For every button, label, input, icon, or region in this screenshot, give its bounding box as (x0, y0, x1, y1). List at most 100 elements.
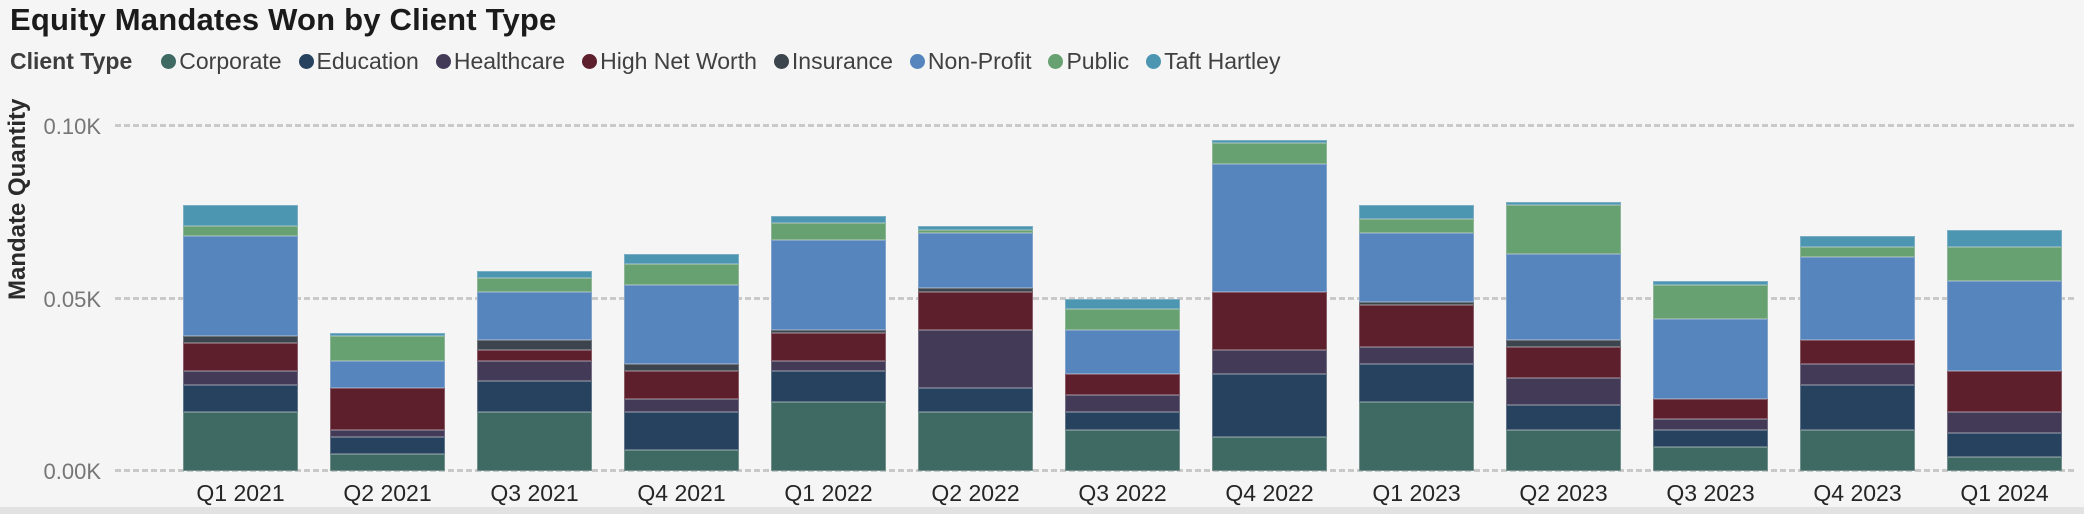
bar-segment-healthcare[interactable] (1065, 395, 1180, 413)
bar-segment-high-net-worth[interactable] (477, 350, 592, 361)
bar-segment-taft-hartley[interactable] (1212, 139, 1327, 144)
bar-segment-public[interactable] (1212, 143, 1327, 164)
bar-segment-healthcare[interactable] (1212, 350, 1327, 375)
bar-segment-non-profit[interactable] (1506, 253, 1621, 340)
bar-segment-taft-hartley[interactable] (918, 226, 1033, 230)
bar-segment-non-profit[interactable] (1800, 257, 1915, 340)
bar-segment-education[interactable] (477, 381, 592, 413)
bar-segment-taft-hartley[interactable] (624, 253, 739, 265)
bar-segment-education[interactable] (330, 436, 445, 454)
bar-segment-non-profit[interactable] (918, 233, 1033, 289)
bar-segment-high-net-worth[interactable] (1359, 305, 1474, 347)
bar-q1-2023[interactable] (1359, 205, 1474, 471)
bar-segment-taft-hartley[interactable] (771, 215, 886, 223)
bar-segment-education[interactable] (1506, 405, 1621, 430)
bar-q4-2023[interactable] (1800, 236, 1915, 471)
legend-item-insurance[interactable]: Insurance (773, 48, 893, 75)
bar-segment-insurance[interactable] (624, 364, 739, 371)
bar-segment-corporate[interactable] (624, 450, 739, 471)
bar-segment-non-profit[interactable] (330, 360, 445, 389)
bar-segment-insurance[interactable] (183, 336, 298, 344)
bar-segment-public[interactable] (330, 336, 445, 361)
bar-segment-taft-hartley[interactable] (1653, 281, 1768, 285)
bar-segment-corporate[interactable] (1506, 429, 1621, 471)
bar-q3-2022[interactable] (1065, 298, 1180, 471)
bar-segment-public[interactable] (1065, 308, 1180, 330)
bar-segment-non-profit[interactable] (183, 236, 298, 337)
bar-segment-healthcare[interactable] (330, 429, 445, 437)
bar-segment-insurance[interactable] (771, 329, 886, 334)
bar-q1-2024[interactable] (1947, 229, 2062, 471)
bar-segment-high-net-worth[interactable] (1800, 339, 1915, 365)
bar-segment-education[interactable] (771, 370, 886, 402)
bar-segment-public[interactable] (1947, 246, 2062, 282)
bar-segment-public[interactable] (477, 277, 592, 292)
bar-segment-high-net-worth[interactable] (771, 333, 886, 361)
bar-segment-insurance[interactable] (1506, 339, 1621, 347)
bar-segment-healthcare[interactable] (1359, 346, 1474, 365)
bar-segment-taft-hartley[interactable] (183, 205, 298, 227)
legend-item-non-profit[interactable]: Non-Profit (909, 48, 1031, 75)
bar-segment-corporate[interactable] (771, 402, 886, 471)
bar-segment-healthcare[interactable] (183, 370, 298, 385)
bar-segment-corporate[interactable] (1065, 429, 1180, 471)
bar-segment-taft-hartley[interactable] (1065, 298, 1180, 309)
bar-segment-healthcare[interactable] (1800, 364, 1915, 385)
bar-segment-education[interactable] (183, 384, 298, 413)
bar-segment-corporate[interactable] (477, 412, 592, 471)
legend-item-healthcare[interactable]: Healthcare (435, 48, 565, 75)
bar-segment-high-net-worth[interactable] (918, 291, 1033, 330)
bar-q3-2021[interactable] (477, 270, 592, 471)
bar-segment-education[interactable] (1800, 384, 1915, 430)
bar-segment-taft-hartley[interactable] (1506, 201, 1621, 206)
bar-segment-corporate[interactable] (918, 412, 1033, 471)
bar-segment-non-profit[interactable] (1947, 281, 2062, 371)
bar-segment-non-profit[interactable] (624, 284, 739, 365)
bar-segment-non-profit[interactable] (1212, 163, 1327, 292)
bar-q1-2021[interactable] (183, 205, 298, 471)
bar-segment-high-net-worth[interactable] (1065, 374, 1180, 396)
bar-segment-healthcare[interactable] (918, 329, 1033, 389)
bar-segment-taft-hartley[interactable] (330, 333, 445, 337)
bar-segment-insurance[interactable] (1359, 301, 1474, 306)
legend-item-public[interactable]: Public (1048, 48, 1129, 75)
bar-segment-non-profit[interactable] (1653, 319, 1768, 399)
bar-segment-taft-hartley[interactable] (477, 270, 592, 278)
bar-segment-education[interactable] (1653, 429, 1768, 447)
bar-segment-insurance[interactable] (477, 339, 592, 351)
bar-segment-education[interactable] (624, 412, 739, 451)
bar-segment-public[interactable] (1800, 246, 1915, 258)
bar-segment-non-profit[interactable] (1065, 329, 1180, 375)
bar-segment-high-net-worth[interactable] (1947, 370, 2062, 413)
bar-segment-education[interactable] (1065, 412, 1180, 430)
bar-segment-healthcare[interactable] (1506, 377, 1621, 406)
legend-item-high-net-worth[interactable]: High Net Worth (582, 48, 757, 75)
bar-segment-non-profit[interactable] (771, 239, 886, 330)
bar-segment-healthcare[interactable] (771, 360, 886, 371)
bar-segment-public[interactable] (624, 264, 739, 285)
bar-segment-education[interactable] (1359, 364, 1474, 402)
bar-q4-2022[interactable] (1212, 139, 1327, 471)
legend-item-corporate[interactable]: Corporate (161, 48, 282, 75)
bar-segment-high-net-worth[interactable] (1506, 346, 1621, 378)
bar-segment-education[interactable] (918, 388, 1033, 413)
bar-q1-2022[interactable] (771, 215, 886, 471)
bar-q2-2021[interactable] (330, 333, 445, 471)
bar-segment-public[interactable] (1653, 284, 1768, 320)
bar-segment-high-net-worth[interactable] (183, 343, 298, 371)
bar-segment-corporate[interactable] (1359, 402, 1474, 471)
legend-item-education[interactable]: Education (298, 48, 419, 75)
bar-segment-public[interactable] (918, 229, 1033, 234)
bar-segment-corporate[interactable] (1947, 457, 2062, 471)
bar-segment-high-net-worth[interactable] (330, 388, 445, 430)
bar-segment-corporate[interactable] (1800, 429, 1915, 471)
bar-segment-education[interactable] (1212, 374, 1327, 437)
bar-segment-high-net-worth[interactable] (624, 370, 739, 399)
bar-segment-corporate[interactable] (1653, 446, 1768, 471)
bar-q2-2023[interactable] (1506, 201, 1621, 471)
bar-segment-taft-hartley[interactable] (1947, 229, 2062, 247)
bar-segment-corporate[interactable] (183, 412, 298, 471)
bar-segment-non-profit[interactable] (477, 291, 592, 340)
bar-q2-2022[interactable] (918, 226, 1033, 471)
bar-q3-2023[interactable] (1653, 281, 1768, 471)
